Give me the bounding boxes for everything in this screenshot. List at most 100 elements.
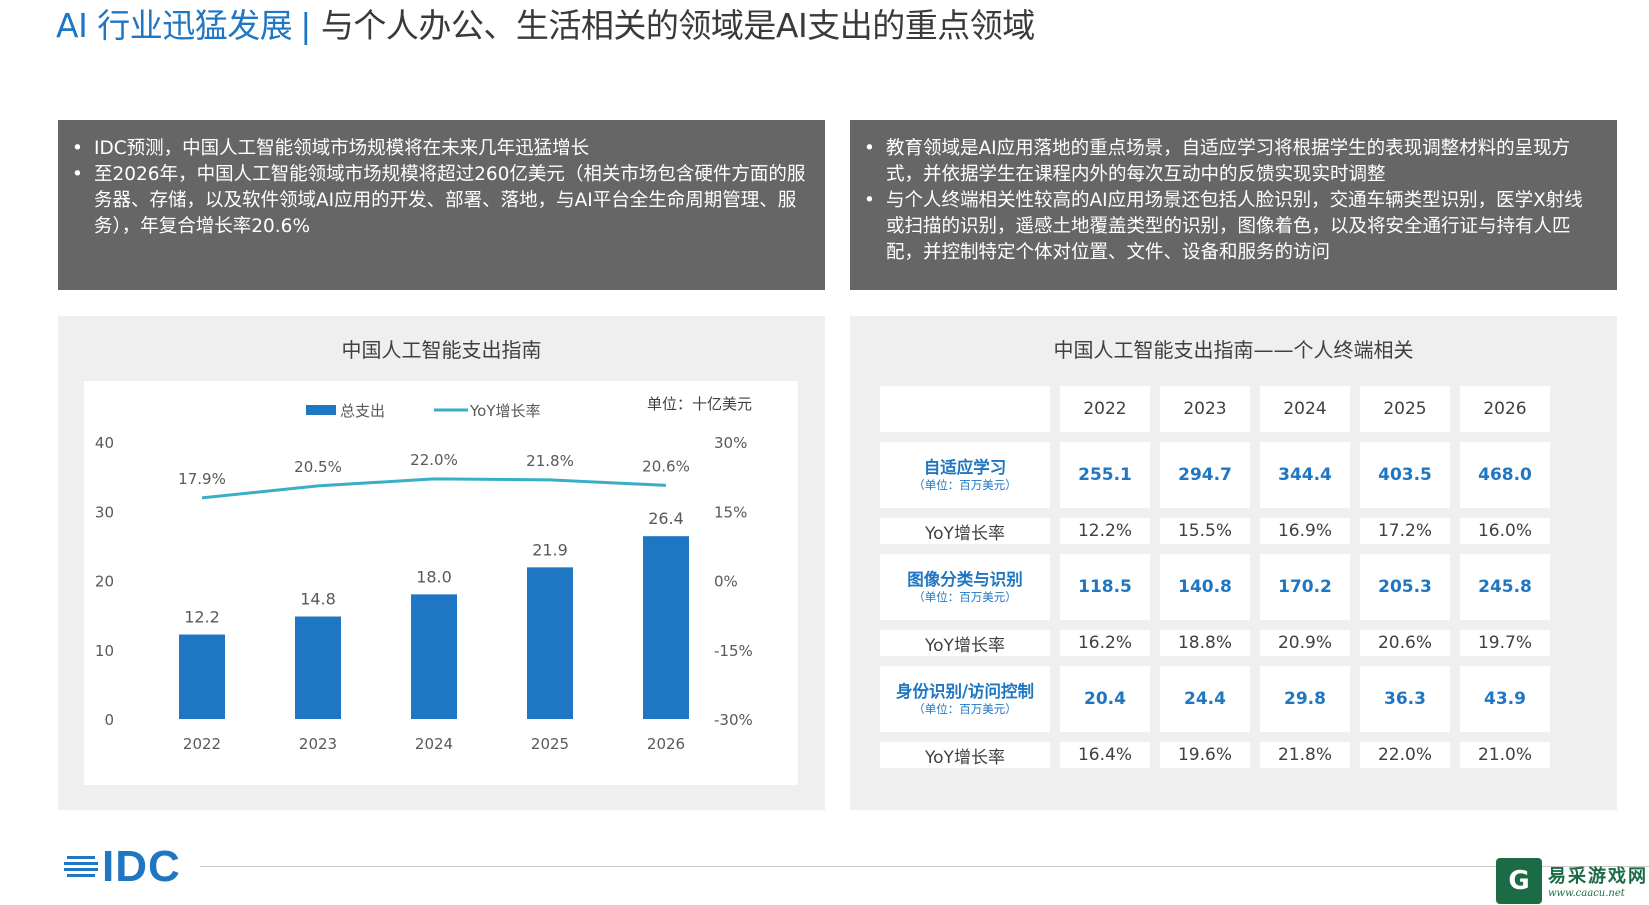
line-value-label: 17.9% — [178, 470, 226, 488]
table-year-header: 2024 — [1260, 386, 1350, 432]
table-cell: 12.2% — [1060, 518, 1150, 544]
table-cell: 344.4 — [1260, 442, 1350, 508]
title-lead: AI 行业迅猛发展 — [56, 6, 293, 45]
y-right-tick-label: 15% — [714, 503, 747, 521]
line-value-label: 22.0% — [410, 451, 458, 469]
right-summary-box: 教育领域是AI应用落地的重点场景，自适应学习将根据学生的表现调整材料的呈现方式，… — [850, 120, 1617, 290]
table-year-header: 2022 — [1060, 386, 1150, 432]
y-left-tick-label: 40 — [95, 434, 114, 452]
table-cell: 16.2% — [1060, 630, 1150, 656]
table-cell: 15.5% — [1160, 518, 1250, 544]
table-cell: 205.3 — [1360, 554, 1450, 620]
bar-value-label: 14.8 — [300, 590, 336, 609]
table-row-label: 图像分类与识别 （单位：百万美元） — [880, 554, 1050, 620]
watermark-badge-icon: G — [1496, 857, 1542, 904]
table-cell: 294.7 — [1160, 442, 1250, 508]
table-cell: 20.4 — [1060, 666, 1150, 732]
bar-value-label: 26.4 — [648, 509, 684, 528]
table-row-label: 身份识别/访问控制 （单位：百万美元） — [880, 666, 1050, 732]
y-left-tick-label: 0 — [104, 711, 114, 729]
left-bullet-2: 至2026年，中国人工智能领域市场规模将超过260亿美元（相关市场包含硬件方面的… — [68, 162, 809, 240]
table-yoy-label: YoY增长率 — [880, 630, 1050, 656]
yoy-growth-line — [201, 477, 667, 500]
bar-2025 — [527, 567, 573, 719]
idc-logo-text: IDC — [102, 842, 181, 891]
y-left-tick-label: 30 — [95, 503, 114, 521]
table-cell: 19.7% — [1460, 630, 1550, 656]
row-label-text: 图像分类与识别 — [907, 570, 1023, 589]
row-unit-text: （单位：百万美元） — [913, 590, 1017, 604]
bar-value-label: 18.0 — [416, 567, 452, 586]
watermark: G 易采游戏网 www.caacu.net — [1496, 856, 1649, 905]
footer-divider — [200, 866, 1649, 867]
legend-bar-swatch — [306, 405, 336, 415]
x-tick-label: 2023 — [299, 735, 337, 753]
row-label-text: 身份识别/访问控制 — [895, 682, 1035, 701]
table-cell: 140.8 — [1160, 554, 1250, 620]
bar-2023 — [295, 616, 341, 719]
row-unit-text: （单位：百万美元） — [913, 478, 1017, 492]
yoy-label-text: YoY增长率 — [925, 523, 1005, 544]
yoy-label-text: YoY增长率 — [925, 747, 1005, 768]
table-cell: 16.4% — [1060, 742, 1150, 768]
watermark-url: www.caacu.net — [1548, 888, 1625, 899]
y-right-tick-label: 30% — [714, 434, 747, 452]
table-cell: 21.0% — [1460, 742, 1550, 768]
page-title: AI 行业迅猛发展 | 与个人办公、生活相关的领域是AI支出的重点领域 — [56, 4, 1035, 48]
x-tick-label: 2022 — [183, 735, 221, 753]
legend-bar-label: 总支出 — [340, 402, 385, 420]
x-tick-label: 2026 — [647, 735, 685, 753]
table-cell: 24.4 — [1160, 666, 1250, 732]
table-cell: 118.5 — [1060, 554, 1150, 620]
table-yoy-label: YoY增长率 — [880, 518, 1050, 544]
bar-2026 — [643, 536, 689, 719]
table-cell: 19.6% — [1160, 742, 1250, 768]
chart-unit-label: 单位：十亿美元 — [647, 395, 752, 413]
y-right-tick-label: -30% — [714, 711, 753, 729]
yoy-label-text: YoY增长率 — [925, 635, 1005, 656]
right-bullet-2: 与个人终端相关性较高的AI应用场景还包括人脸识别，交通车辆类型识别，医学X射线或… — [860, 188, 1601, 266]
y-left-tick-label: 20 — [95, 573, 114, 591]
table-cell: 36.3 — [1360, 666, 1450, 732]
table-cell: 29.8 — [1260, 666, 1350, 732]
x-tick-label: 2024 — [415, 735, 453, 753]
chart-area: 0 10 20 30 40 -30% -15% 0% 15% 30% 12.2 14.8 18.0 21.… — [84, 381, 798, 785]
line-value-label: 20.6% — [642, 457, 690, 475]
table-cell: 255.1 — [1060, 442, 1150, 508]
bar-value-label: 21.9 — [532, 540, 568, 559]
table-cell: 170.2 — [1260, 554, 1350, 620]
y-right-tick-label: -15% — [714, 642, 753, 660]
table-cell: 43.9 — [1460, 666, 1550, 732]
idc-logo: IDC — [64, 842, 181, 892]
left-bullet-1: IDC预测，中国人工智能领域市场规模将在未来几年迅猛增长 — [68, 136, 809, 162]
x-tick-label: 2025 — [531, 735, 569, 753]
spending-chart-panel: 中国人工智能支出指南 0 10 20 30 40 -30% -15% 0% 15% 30% 12.2… — [58, 316, 825, 810]
row-label-text: 自适应学习 — [923, 458, 1007, 477]
row-unit-text: （单位：百万美元） — [913, 702, 1017, 716]
bar-2022 — [179, 634, 225, 719]
table-panel-title: 中国人工智能支出指南——个人终端相关 — [1053, 338, 1414, 362]
table-cell: 16.0% — [1460, 518, 1550, 544]
table-corner-cell — [880, 386, 1050, 432]
table-cell: 20.6% — [1360, 630, 1450, 656]
terminal-table-panel: 中国人工智能支出指南——个人终端相关 2022 2023 2024 2025 2026 自… — [850, 316, 1617, 810]
table-year-header: 2023 — [1160, 386, 1250, 432]
right-bullet-1: 教育领域是AI应用落地的重点场景，自适应学习将根据学生的表现调整材料的呈现方式，… — [860, 136, 1601, 188]
y-right-tick-label: 0% — [714, 573, 738, 591]
line-value-label: 20.5% — [294, 458, 342, 476]
table-cell: 20.9% — [1260, 630, 1350, 656]
y-left-tick-label: 10 — [95, 642, 114, 660]
table-row-label: 自适应学习 （单位：百万美元） — [880, 442, 1050, 508]
title-separator: | — [300, 6, 311, 45]
table-cell: 22.0% — [1360, 742, 1450, 768]
bar-value-label: 12.2 — [184, 608, 220, 627]
table-cell: 21.8% — [1260, 742, 1350, 768]
table-year-header: 2025 — [1360, 386, 1450, 432]
table-cell: 403.5 — [1360, 442, 1450, 508]
idc-globe-icon — [64, 856, 98, 877]
table-cell: 468.0 — [1460, 442, 1550, 508]
table-cell: 245.8 — [1460, 554, 1550, 620]
watermark-name: 易采游戏网 — [1548, 866, 1648, 887]
title-rest: 与个人办公、生活相关的领域是AI支出的重点领域 — [320, 6, 1035, 45]
table-cell: 17.2% — [1360, 518, 1450, 544]
